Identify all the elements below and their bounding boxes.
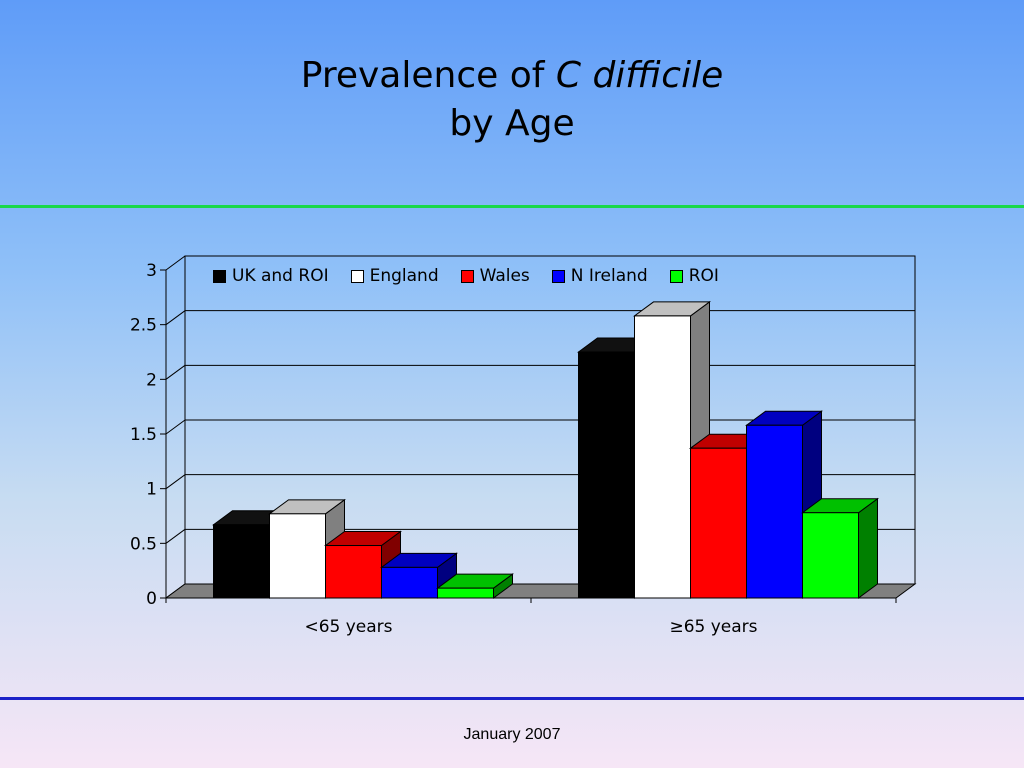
legend-item: N Ireland <box>551 266 648 286</box>
bar-england <box>634 315 691 599</box>
legend-label: N Ireland <box>570 266 648 286</box>
legend-label: UK and ROI <box>232 266 329 286</box>
gridline-side <box>165 419 186 435</box>
y-tick-label: 3 <box>146 261 157 281</box>
y-tick-label: 2.5 <box>130 316 157 336</box>
y-tick-label: 1 <box>146 480 157 500</box>
bar-uk-and-roi <box>578 351 635 599</box>
gridline-side <box>165 528 186 544</box>
legend-swatch <box>350 269 364 283</box>
legend-label: ROI <box>688 266 719 286</box>
y-tick-label: 0 <box>146 589 157 609</box>
bar-roi <box>437 587 494 599</box>
y-tick-label: 1.5 <box>130 425 157 445</box>
legend-swatch <box>551 269 565 283</box>
gridline-side <box>165 364 186 380</box>
legend-swatch <box>460 269 474 283</box>
legend-item: UK and ROI <box>213 266 329 286</box>
bar-side <box>858 497 878 599</box>
y-tick-label: 2 <box>146 370 157 390</box>
slide-title: Prevalence of C difficile by Age <box>0 52 1024 148</box>
footer-date: January 2007 <box>463 726 561 743</box>
title-subtext: by Age <box>449 103 575 144</box>
bar-wales <box>325 545 382 599</box>
legend-label: Wales <box>479 266 530 286</box>
gridline-side <box>165 255 186 271</box>
legend-label: England <box>369 266 439 286</box>
bottom-divider <box>0 697 1024 700</box>
bar-uk-and-roi <box>213 524 270 599</box>
bar-wales <box>690 447 747 599</box>
title-text: Prevalence of <box>300 55 556 96</box>
y-tick-label: 0.5 <box>130 534 157 554</box>
bar-england <box>269 513 326 599</box>
top-divider <box>0 205 1024 208</box>
bar-n-ireland <box>381 566 438 599</box>
gridline-side <box>165 310 186 326</box>
legend-swatch <box>669 269 683 283</box>
legend-item: England <box>350 266 439 286</box>
chart-legend: UK and ROI England Wales N Ireland ROI <box>213 266 741 286</box>
bar-n-ireland <box>746 424 803 599</box>
gridline-side <box>165 474 186 490</box>
legend-item: ROI <box>669 266 719 286</box>
x-tick-label: ≥65 years <box>669 617 757 637</box>
legend-item: Wales <box>460 266 530 286</box>
title-italic: C difficile <box>555 55 724 96</box>
legend-swatch <box>213 269 226 283</box>
bar-roi <box>802 512 859 599</box>
x-tick-label: <65 years <box>304 617 392 637</box>
